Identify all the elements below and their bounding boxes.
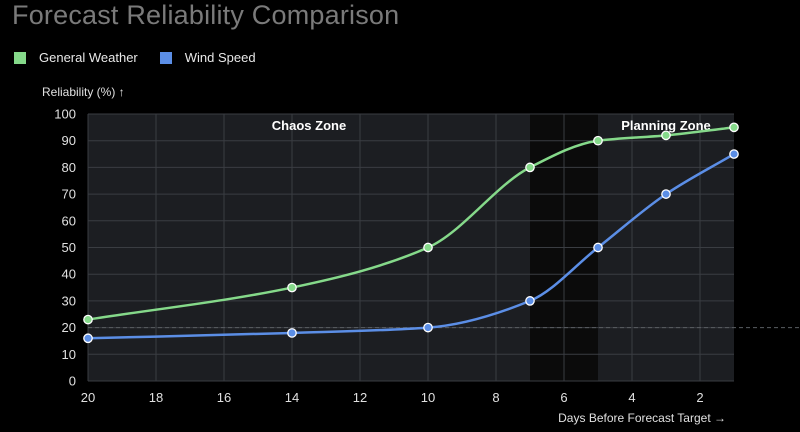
data-point-wind-speed <box>287 328 297 338</box>
data-point-general-weather <box>525 162 535 173</box>
y-tick-label: 0 <box>69 374 76 389</box>
series-line-general-weather <box>87 126 735 321</box>
x-axis-title: Days Before Forecast Target → <box>558 411 726 425</box>
data-point-general-weather <box>287 282 297 293</box>
y-tick-label: 100 <box>54 107 76 122</box>
x-tick-label: 16 <box>217 390 231 405</box>
legend-swatch-wind-speed <box>159 51 172 64</box>
chart-title: Forecast Reliability Comparison <box>12 0 400 30</box>
y-axis-title: Reliability (%) ↑ <box>42 85 125 99</box>
y-tick-label: 10 <box>62 347 76 362</box>
x-tick-label: 12 <box>353 390 367 405</box>
x-tick-label: 20 <box>81 390 95 405</box>
data-point-wind-speed <box>525 296 535 306</box>
data-point-wind-speed <box>593 242 603 253</box>
y-tick-label: 80 <box>62 160 76 175</box>
data-point-general-weather <box>423 242 433 253</box>
series-line-wind-speed <box>87 152 735 340</box>
data-point-wind-speed <box>423 322 433 333</box>
x-tick-label: 2 <box>696 390 703 405</box>
data-point-wind-speed <box>83 333 93 344</box>
y-tick-label: 30 <box>62 293 76 308</box>
y-tick-label: 50 <box>62 240 76 255</box>
y-tick-label: 20 <box>62 320 76 335</box>
y-tick-label: 40 <box>62 267 76 282</box>
y-tick-label: 60 <box>62 213 76 228</box>
legend-label-general-weather: General Weather <box>39 50 138 65</box>
data-point-wind-speed <box>661 189 671 199</box>
chart-legend: General Weather Wind Speed <box>14 50 278 65</box>
x-tick-label: 8 <box>492 390 499 405</box>
legend-label-wind-speed: Wind Speed <box>184 50 256 65</box>
data-point-general-weather <box>661 130 671 141</box>
x-tick-label: 10 <box>421 390 435 405</box>
x-tick-label: 14 <box>285 390 299 405</box>
zone-label-chaos-zone: Chaos Zone <box>272 118 346 133</box>
data-point-general-weather <box>593 135 603 146</box>
data-point-general-weather <box>83 314 93 325</box>
data-point-wind-speed <box>729 149 739 159</box>
y-tick-label: 70 <box>62 187 76 202</box>
y-tick-label: 90 <box>62 133 76 148</box>
legend-item-wind-speed[interactable]: Wind Speed <box>159 50 256 65</box>
x-tick-label: 4 <box>628 390 635 405</box>
legend-swatch-general-weather <box>14 51 26 64</box>
x-tick-label: 18 <box>149 390 163 405</box>
legend-item-general-weather[interactable]: General Weather <box>14 50 138 65</box>
x-tick-label: 6 <box>560 390 567 405</box>
zone-label-planning-zone: Planning Zone <box>621 118 711 133</box>
data-point-general-weather <box>729 122 739 133</box>
